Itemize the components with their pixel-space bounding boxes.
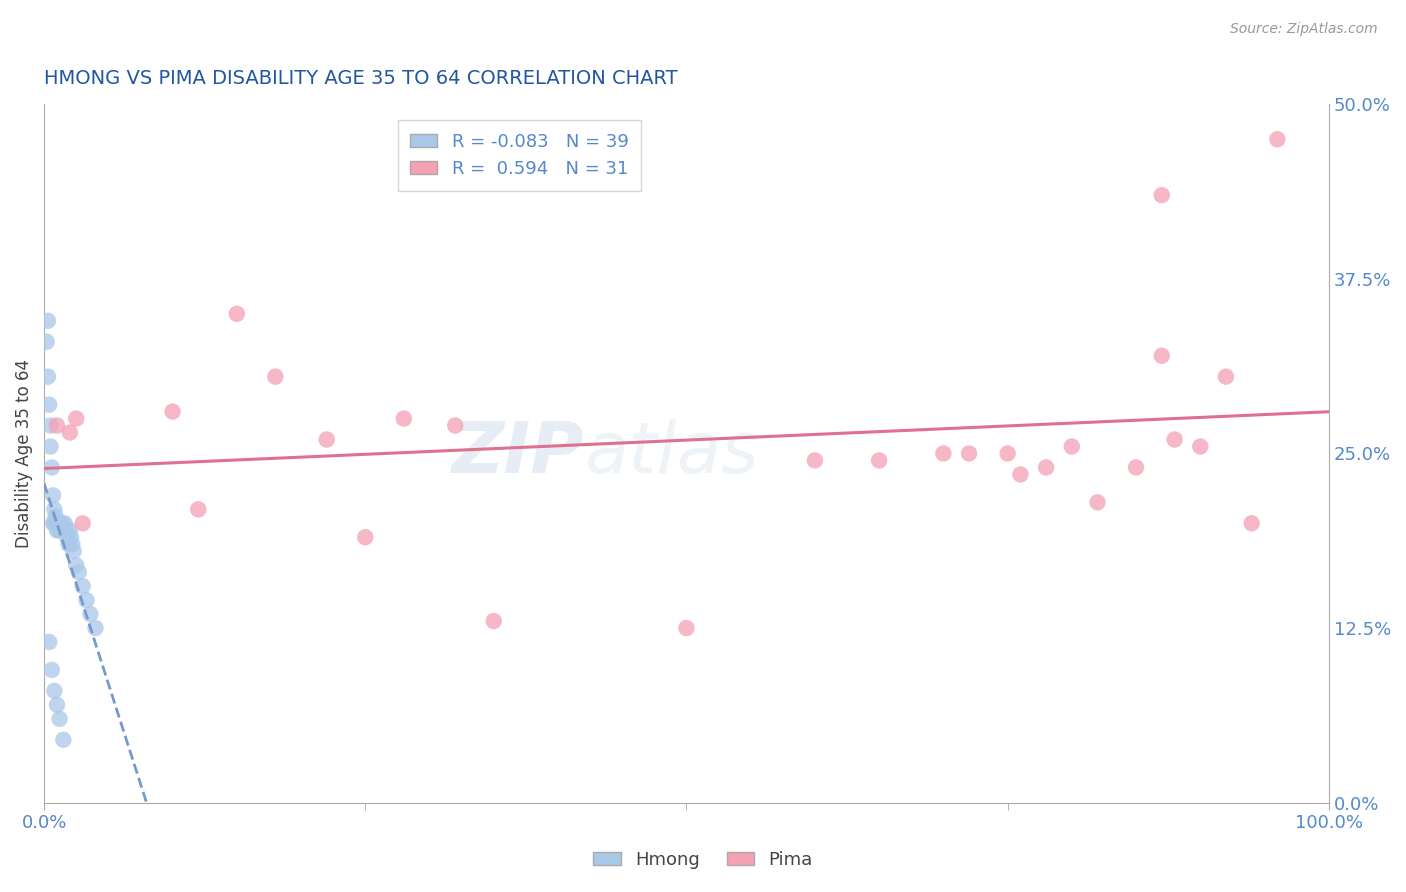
Point: [162, 404, 184, 418]
Point: [44, 516, 66, 531]
Point: [48, 516, 70, 531]
Text: ZIP: ZIP: [451, 419, 583, 488]
Text: Source: ZipAtlas.com: Source: ZipAtlas.com: [1230, 22, 1378, 37]
Point: [59, 523, 82, 537]
Text: atlas: atlas: [583, 419, 758, 488]
Point: [38, 398, 60, 412]
Point: [60, 537, 83, 551]
Point: [46, 698, 69, 712]
Point: [84, 621, 107, 635]
Point: [315, 433, 337, 447]
Point: [1189, 440, 1212, 454]
Y-axis label: Disability Age 35 to 64: Disability Age 35 to 64: [15, 359, 32, 548]
Point: [932, 446, 955, 460]
Legend: R = -0.083   N = 39, R =  0.594   N = 31: R = -0.083 N = 39, R = 0.594 N = 31: [398, 120, 641, 191]
Point: [52, 523, 75, 537]
Point: [46, 523, 69, 537]
Point: [76, 593, 98, 607]
Text: HMONG VS PIMA DISABILITY AGE 35 TO 64 CORRELATION CHART: HMONG VS PIMA DISABILITY AGE 35 TO 64 CO…: [44, 69, 678, 87]
Point: [46, 516, 69, 531]
Point: [41, 663, 63, 677]
Point: [48, 712, 70, 726]
Point: [46, 418, 69, 433]
Point: [44, 684, 66, 698]
Point: [187, 502, 209, 516]
Point: [264, 369, 287, 384]
Point: [52, 732, 75, 747]
Point: [868, 453, 890, 467]
Point: [56, 530, 79, 544]
Point: [65, 558, 87, 573]
Point: [53, 516, 76, 531]
Point: [41, 460, 63, 475]
Point: [44, 502, 66, 516]
Point: [55, 523, 77, 537]
Point: [482, 614, 505, 628]
Point: [42, 516, 65, 531]
Point: [1087, 495, 1109, 509]
Point: [1240, 516, 1263, 531]
Point: [39, 418, 62, 433]
Point: [60, 530, 83, 544]
Point: [1150, 349, 1173, 363]
Point: [37, 369, 59, 384]
Point: [675, 621, 697, 635]
Point: [35, 334, 58, 349]
Point: [58, 537, 80, 551]
Point: [804, 453, 827, 467]
Point: [49, 523, 72, 537]
Point: [354, 530, 377, 544]
Point: [1163, 433, 1185, 447]
Point: [72, 516, 94, 531]
Point: [42, 488, 65, 502]
Point: [1125, 460, 1147, 475]
Point: [1010, 467, 1032, 482]
Point: [59, 425, 82, 440]
Point: [67, 565, 90, 579]
Legend: Hmong, Pima: Hmong, Pima: [586, 844, 820, 876]
Point: [46, 523, 69, 537]
Point: [1035, 460, 1057, 475]
Point: [65, 411, 87, 425]
Point: [1267, 132, 1289, 146]
Point: [79, 607, 101, 621]
Point: [957, 446, 980, 460]
Point: [45, 509, 67, 524]
Point: [444, 418, 467, 433]
Point: [997, 446, 1019, 460]
Point: [1150, 188, 1173, 202]
Point: [225, 307, 247, 321]
Point: [1060, 440, 1083, 454]
Point: [38, 635, 60, 649]
Point: [51, 516, 73, 531]
Point: [37, 314, 59, 328]
Point: [392, 411, 415, 425]
Point: [39, 440, 62, 454]
Point: [72, 579, 94, 593]
Point: [1215, 369, 1237, 384]
Point: [62, 544, 84, 558]
